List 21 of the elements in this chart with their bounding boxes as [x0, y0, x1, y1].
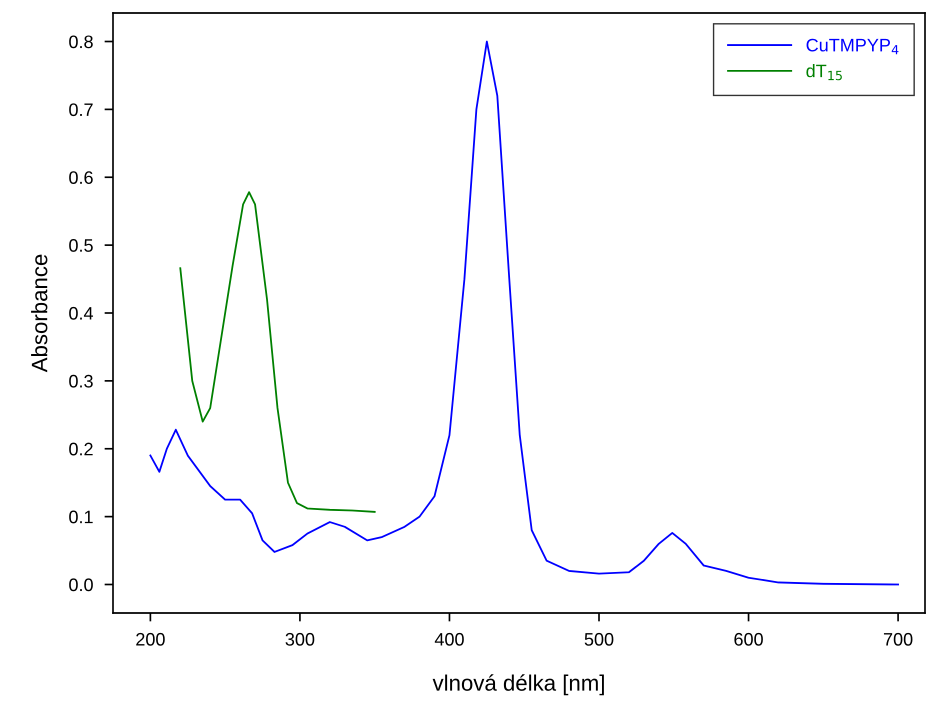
legend-label: dT$_{15}$ — [806, 64, 842, 80]
line-series — [179, 191, 376, 513]
y-tick-label: 0.2 — [69, 442, 93, 456]
y-tick-label: 0.4 — [69, 306, 94, 320]
legend-label: CuTMPYP$_{4}$ — [806, 38, 898, 54]
y-axis-title: Absorbance — [31, 254, 48, 372]
y-tick-label: 0.5 — [69, 239, 93, 252]
x-tick-label: 700 — [884, 632, 912, 646]
x-tick-label: 400 — [434, 632, 464, 646]
line-series — [149, 40, 899, 586]
y-tick-label: 0.1 — [69, 510, 93, 524]
x-tick-label: 300 — [286, 632, 314, 646]
x-tick-label: 600 — [734, 632, 763, 646]
x-tick-label: 500 — [584, 632, 614, 646]
y-tick-label: 0.6 — [69, 171, 93, 184]
x-axis-title: vlnová délka [nm] — [432, 674, 604, 696]
y-tick-label: 0.8 — [69, 35, 93, 48]
y-tick-label: 0.7 — [69, 103, 93, 116]
x-tick-label: 200 — [136, 632, 165, 646]
y-tick-label: 0.3 — [69, 374, 93, 388]
y-tick-label: 0.0 — [69, 578, 93, 592]
